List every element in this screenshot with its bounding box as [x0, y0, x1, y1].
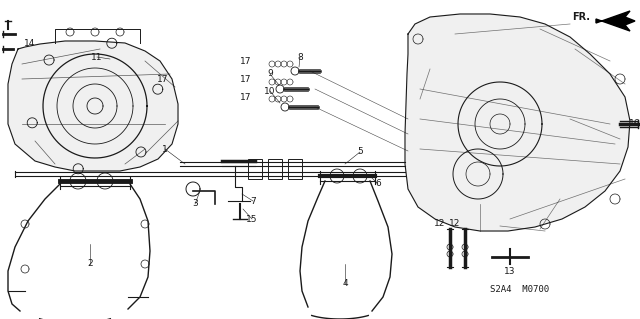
Text: 16: 16: [629, 120, 640, 129]
Text: 1: 1: [162, 145, 168, 153]
Text: 11: 11: [92, 53, 103, 62]
Polygon shape: [596, 11, 635, 31]
Text: 6: 6: [375, 180, 381, 189]
Text: 17: 17: [157, 75, 169, 84]
Text: 17: 17: [240, 75, 252, 84]
Text: 2: 2: [87, 259, 93, 269]
Text: 10: 10: [264, 86, 276, 95]
Text: 9: 9: [267, 70, 273, 78]
Bar: [288, 159, 302, 179]
Text: 17: 17: [240, 93, 252, 101]
Text: 8: 8: [297, 53, 303, 62]
Bar: [268, 159, 282, 179]
Polygon shape: [405, 14, 630, 231]
Text: 4: 4: [342, 279, 348, 288]
Text: 12: 12: [435, 219, 445, 228]
Text: 12: 12: [449, 219, 461, 228]
Bar: [248, 159, 262, 179]
Text: 14: 14: [24, 40, 36, 48]
Text: 13: 13: [504, 266, 516, 276]
Text: 3: 3: [192, 199, 198, 209]
Polygon shape: [8, 41, 178, 171]
Text: 15: 15: [246, 214, 258, 224]
Text: 7: 7: [250, 197, 256, 205]
Text: 5: 5: [357, 147, 363, 157]
Text: S2A4  M0700: S2A4 M0700: [490, 285, 549, 293]
Text: 17: 17: [240, 56, 252, 65]
Text: FR.: FR.: [572, 12, 590, 22]
